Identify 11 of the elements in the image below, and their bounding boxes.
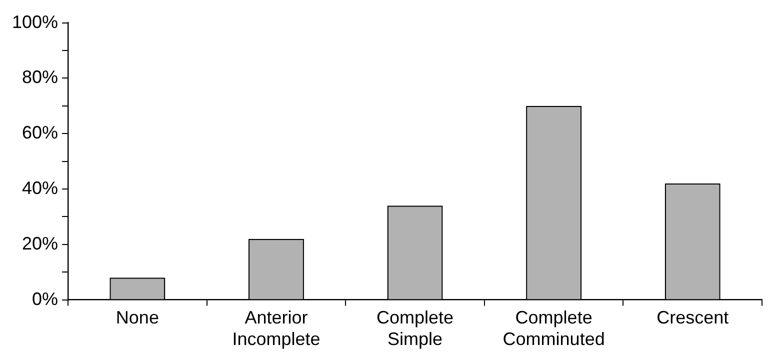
y-tick-label: 60%: [22, 122, 58, 143]
y-tick-label: 100%: [12, 12, 58, 32]
x-tick-label: Anterior Incomplete: [232, 308, 320, 350]
y-tick-label: 0%: [32, 288, 58, 309]
y-tick-label: 20%: [22, 233, 58, 254]
x-tick-label: Crescent: [656, 308, 729, 328]
x-tick-label: Complete Comminuted: [502, 308, 605, 350]
x-tick-label: None: [116, 308, 159, 328]
x-tick-label: Complete Simple: [376, 308, 454, 350]
y-tick-label: 80%: [22, 67, 58, 88]
y-tick-label: 40%: [22, 178, 58, 198]
